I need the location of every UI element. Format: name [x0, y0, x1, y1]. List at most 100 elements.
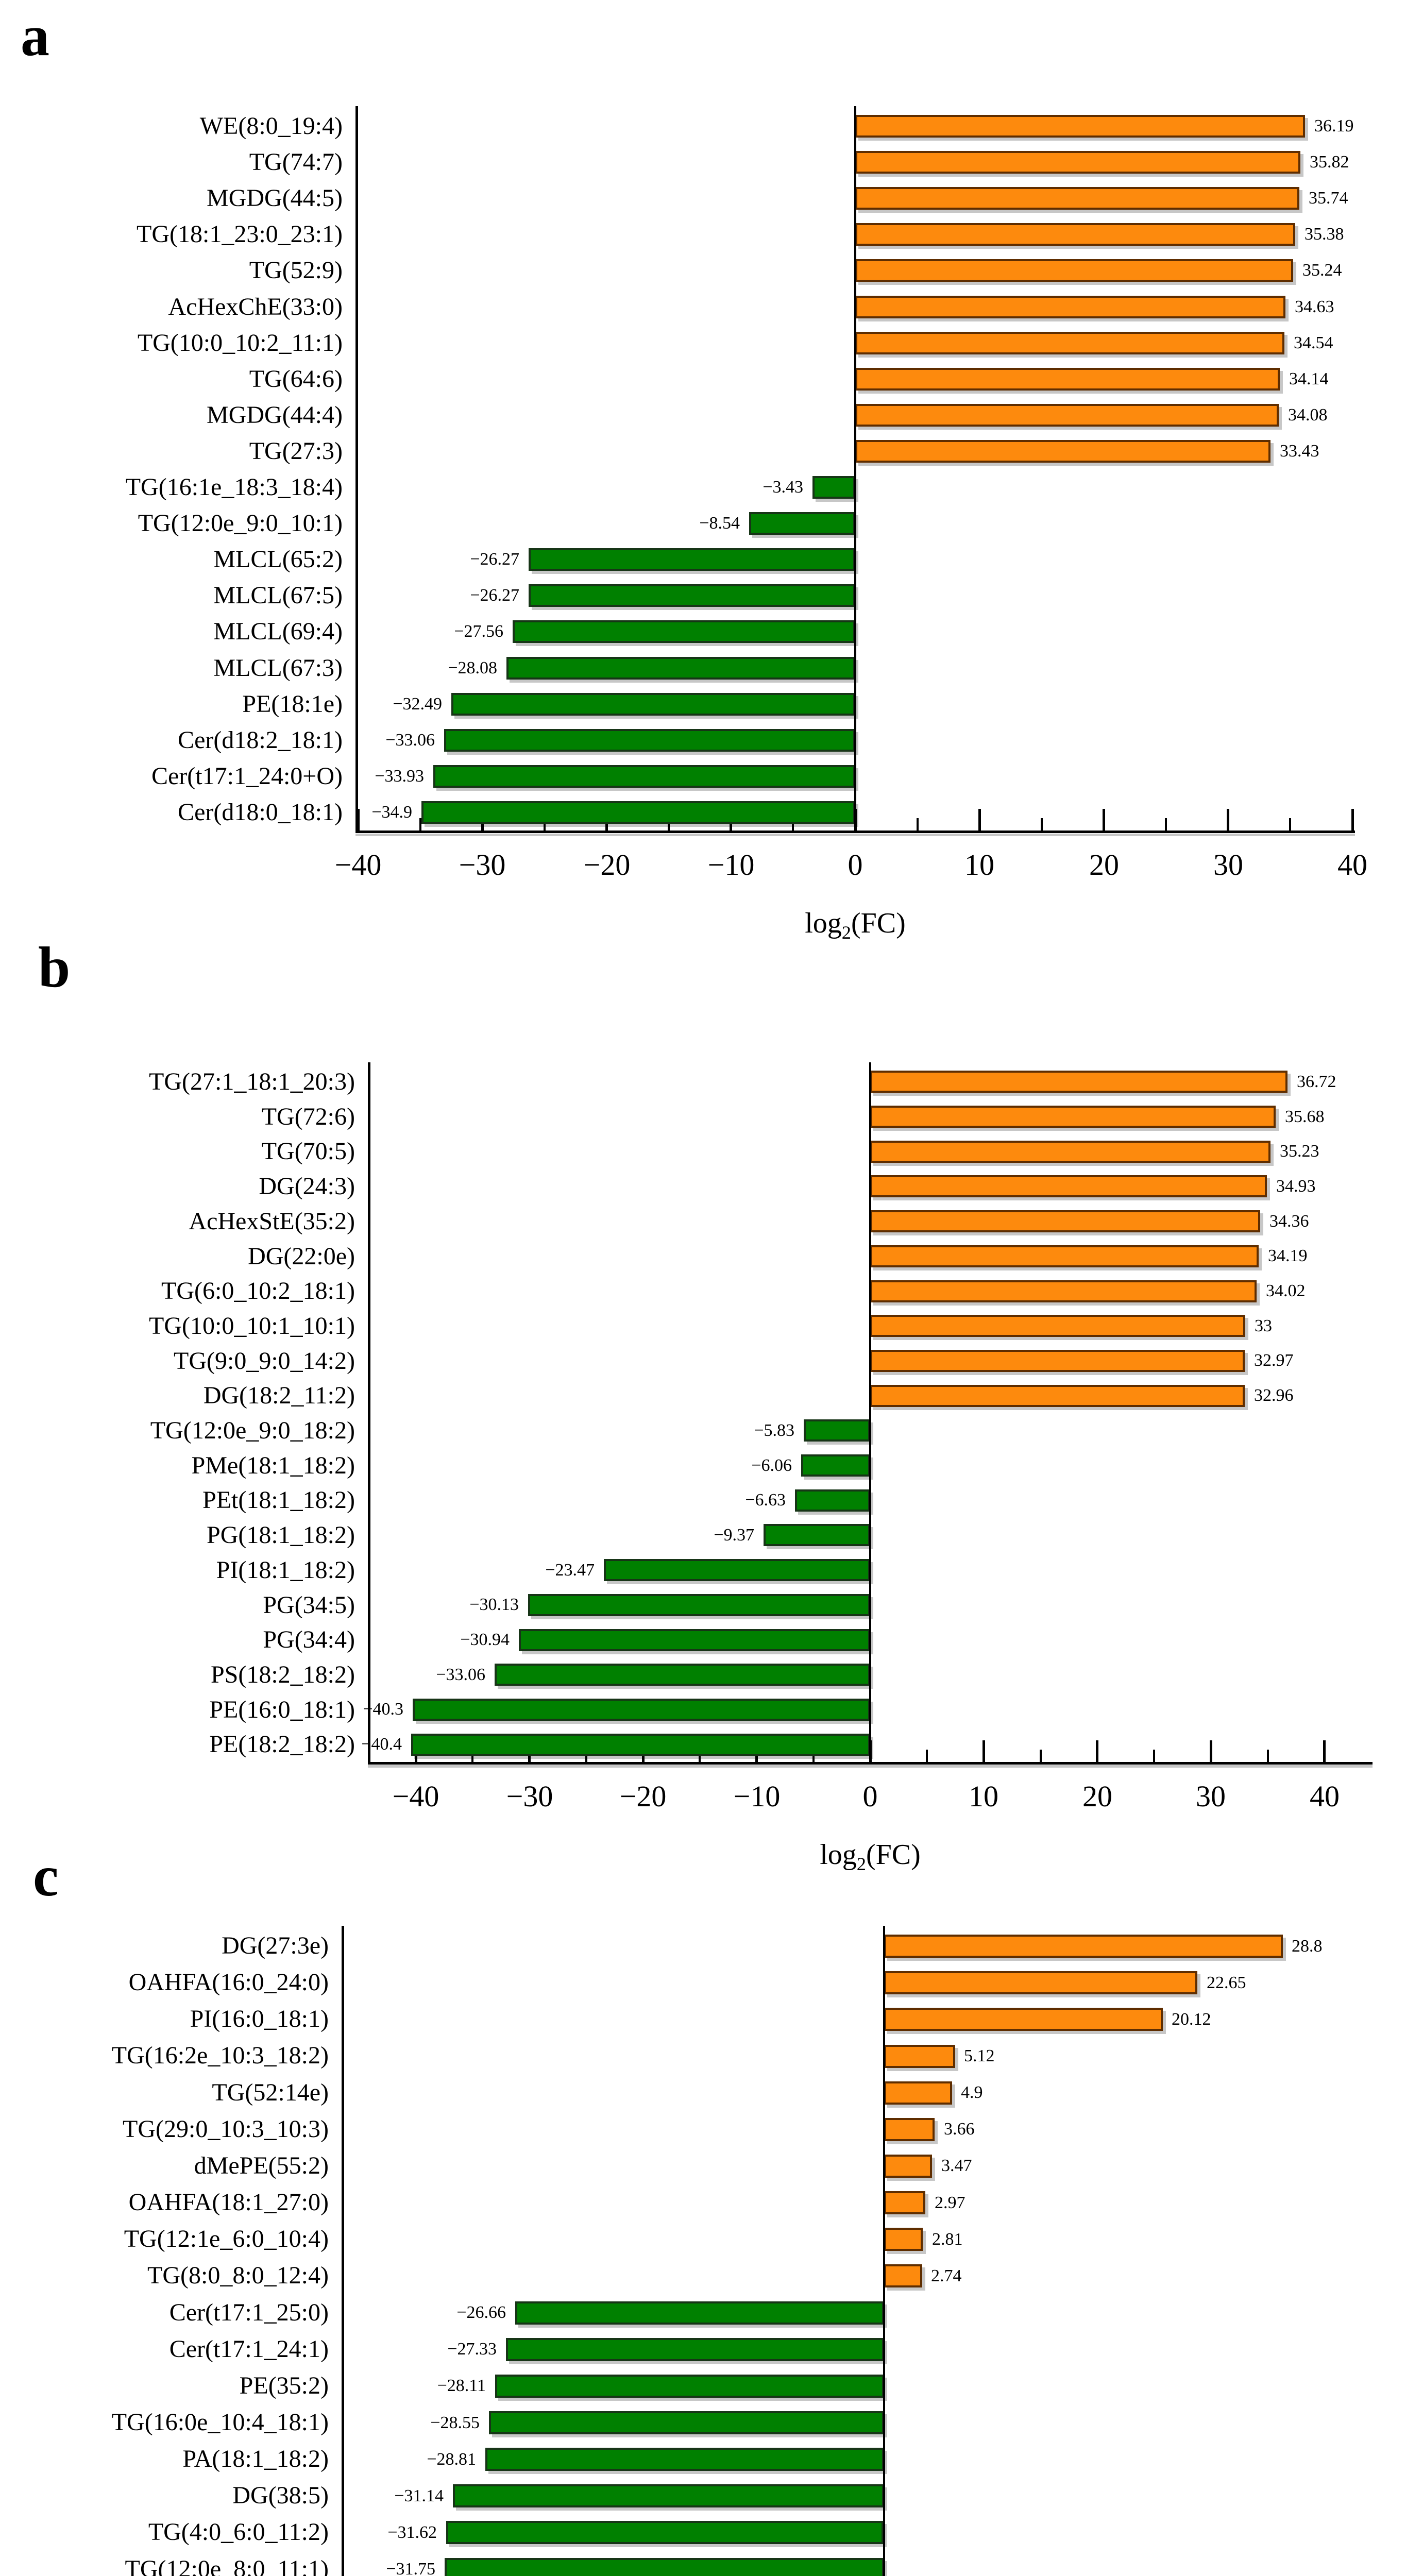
category-label: PE(35:2) [239, 2372, 329, 2400]
x-axis-title-rest: (FC) [851, 907, 906, 939]
panel-letter-b: b [38, 936, 71, 999]
bar-value-label: 35.24 [1302, 261, 1342, 280]
category-label: AcHexChE(33:0) [168, 293, 343, 320]
bar-value-label: 34.14 [1289, 369, 1329, 388]
x-axis-tick-label: 20 [1089, 848, 1119, 882]
bar-value-label: 34.02 [1266, 1281, 1306, 1300]
category-label: MLCL(67:5) [213, 581, 343, 609]
bar-value-label: 3.47 [941, 2156, 972, 2175]
category-label: TG(74:7) [249, 148, 343, 176]
panel-letter-c: c [33, 1844, 59, 1908]
bar-value-label: −6.63 [745, 1490, 786, 1510]
x-axis-major-tick [1351, 809, 1354, 831]
bar-negative [433, 765, 855, 788]
x-axis-minor-tick [1153, 1750, 1155, 1762]
bar-positive [884, 2264, 922, 2287]
category-label: TG(52:14e) [212, 2079, 329, 2107]
category-label: MLCL(67:3) [213, 654, 343, 682]
bar-negative [529, 584, 855, 607]
bar-value-label: 2.81 [932, 2230, 963, 2249]
bar-negative [444, 729, 855, 752]
category-label: Cer(d18:0_18:1) [178, 798, 343, 826]
bar-value-label: −28.81 [427, 2450, 476, 2469]
bar-positive [855, 187, 1299, 210]
x-axis-tick-label: 0 [862, 1780, 878, 1813]
bar-negative [529, 548, 855, 571]
x-axis-tick-label: 30 [1196, 1780, 1226, 1813]
x-axis-minor-tick [544, 818, 546, 831]
bar-positive [855, 296, 1285, 318]
category-label: PE(18:1e) [242, 690, 343, 718]
bar-positive [884, 2045, 955, 2068]
bar-value-label: 2.74 [931, 2266, 962, 2285]
bar-value-label: 32.97 [1254, 1351, 1294, 1370]
bar-value-label: 33 [1255, 1316, 1272, 1335]
bar-positive [870, 1210, 1260, 1232]
bar-value-label: −5.83 [754, 1421, 794, 1440]
category-label: TG(9:0_9:0_14:2) [174, 1347, 355, 1375]
bar-value-label: 34.63 [1295, 297, 1334, 316]
bar-negative [453, 2484, 884, 2507]
bar-negative [519, 1629, 870, 1651]
bar-value-label: −33.06 [436, 1665, 485, 1684]
x-axis-minor-tick [1289, 818, 1291, 831]
category-label: TG(10:0_10:1_10:1) [149, 1312, 355, 1340]
bar-negative [513, 620, 855, 643]
x-axis-minor-tick [792, 818, 794, 831]
x-axis-major-tick [978, 809, 981, 831]
bar-positive [884, 1935, 1283, 1958]
bar-negative [445, 2558, 884, 2576]
category-label: Cer(d18:2_18:1) [178, 726, 343, 754]
bar-negative [506, 657, 855, 680]
bar-positive [884, 2118, 935, 2141]
bar-value-label: −26.66 [456, 2303, 506, 2322]
bar-value-label: −27.56 [454, 622, 503, 641]
category-label: MGDG(44:5) [207, 184, 343, 212]
x-axis-major-tick [1103, 809, 1105, 831]
x-axis-minor-tick [917, 818, 919, 831]
x-axis-minor-tick [1041, 818, 1043, 831]
panel-letter-a: a [21, 4, 49, 68]
category-label: DG(24:3) [259, 1172, 355, 1200]
zero-baseline [854, 106, 856, 833]
bar-value-label: 35.38 [1305, 225, 1344, 244]
bar-negative [411, 1734, 870, 1756]
category-label: PS(18:2_18:2) [210, 1660, 355, 1688]
bar-value-label: −26.27 [470, 550, 519, 569]
bar-negative [749, 512, 855, 535]
category-label: TG(27:1_18:1_20:3) [149, 1067, 355, 1095]
category-label: TG(16:0e_10:4_18:1) [111, 2409, 329, 2436]
x-axis-major-tick [1210, 1740, 1212, 1762]
category-label: PA(18:1_18:2) [182, 2445, 329, 2473]
bar-value-label: −33.93 [375, 767, 424, 786]
x-axis-major-tick [1096, 1740, 1098, 1762]
bar-negative [495, 2375, 884, 2398]
category-label: TG(70:5) [261, 1137, 355, 1165]
category-label: OAHFA(16:0_24:0) [128, 1969, 329, 1996]
x-axis-minor-tick [585, 1750, 587, 1762]
bar-positive [870, 1315, 1245, 1337]
x-axis-title-subscript: 2 [841, 922, 851, 943]
y-axis-spine [368, 1062, 370, 1765]
category-label: TG(6:0_10:2_18:1) [161, 1277, 355, 1304]
category-label: AcHexStE(35:2) [189, 1207, 355, 1235]
bar-value-label: −28.11 [437, 2376, 486, 2395]
category-label: Cer(t17:1_24:1) [169, 2335, 329, 2363]
category-label: TG(12:0e_9:0_10:1) [138, 509, 343, 537]
bar-positive [884, 2191, 925, 2214]
bar-value-label: −9.37 [714, 1526, 754, 1545]
category-label: TG(52:9) [249, 256, 343, 284]
x-axis-title: log2(FC) [690, 907, 1020, 942]
x-axis-minor-tick [926, 1750, 928, 1762]
category-label: PEt(18:1_18:2) [202, 1486, 355, 1514]
bar-negative [528, 1594, 870, 1616]
bar-value-label: 33.43 [1280, 442, 1319, 461]
category-label: TG(8:0_8:0_12:4) [147, 2262, 329, 2290]
x-axis-major-tick [1323, 1740, 1326, 1762]
bar-negative [421, 801, 855, 824]
bar-positive [870, 1350, 1245, 1372]
category-label: PG(18:1_18:2) [207, 1521, 355, 1549]
bar-value-label: 35.23 [1280, 1142, 1319, 1161]
